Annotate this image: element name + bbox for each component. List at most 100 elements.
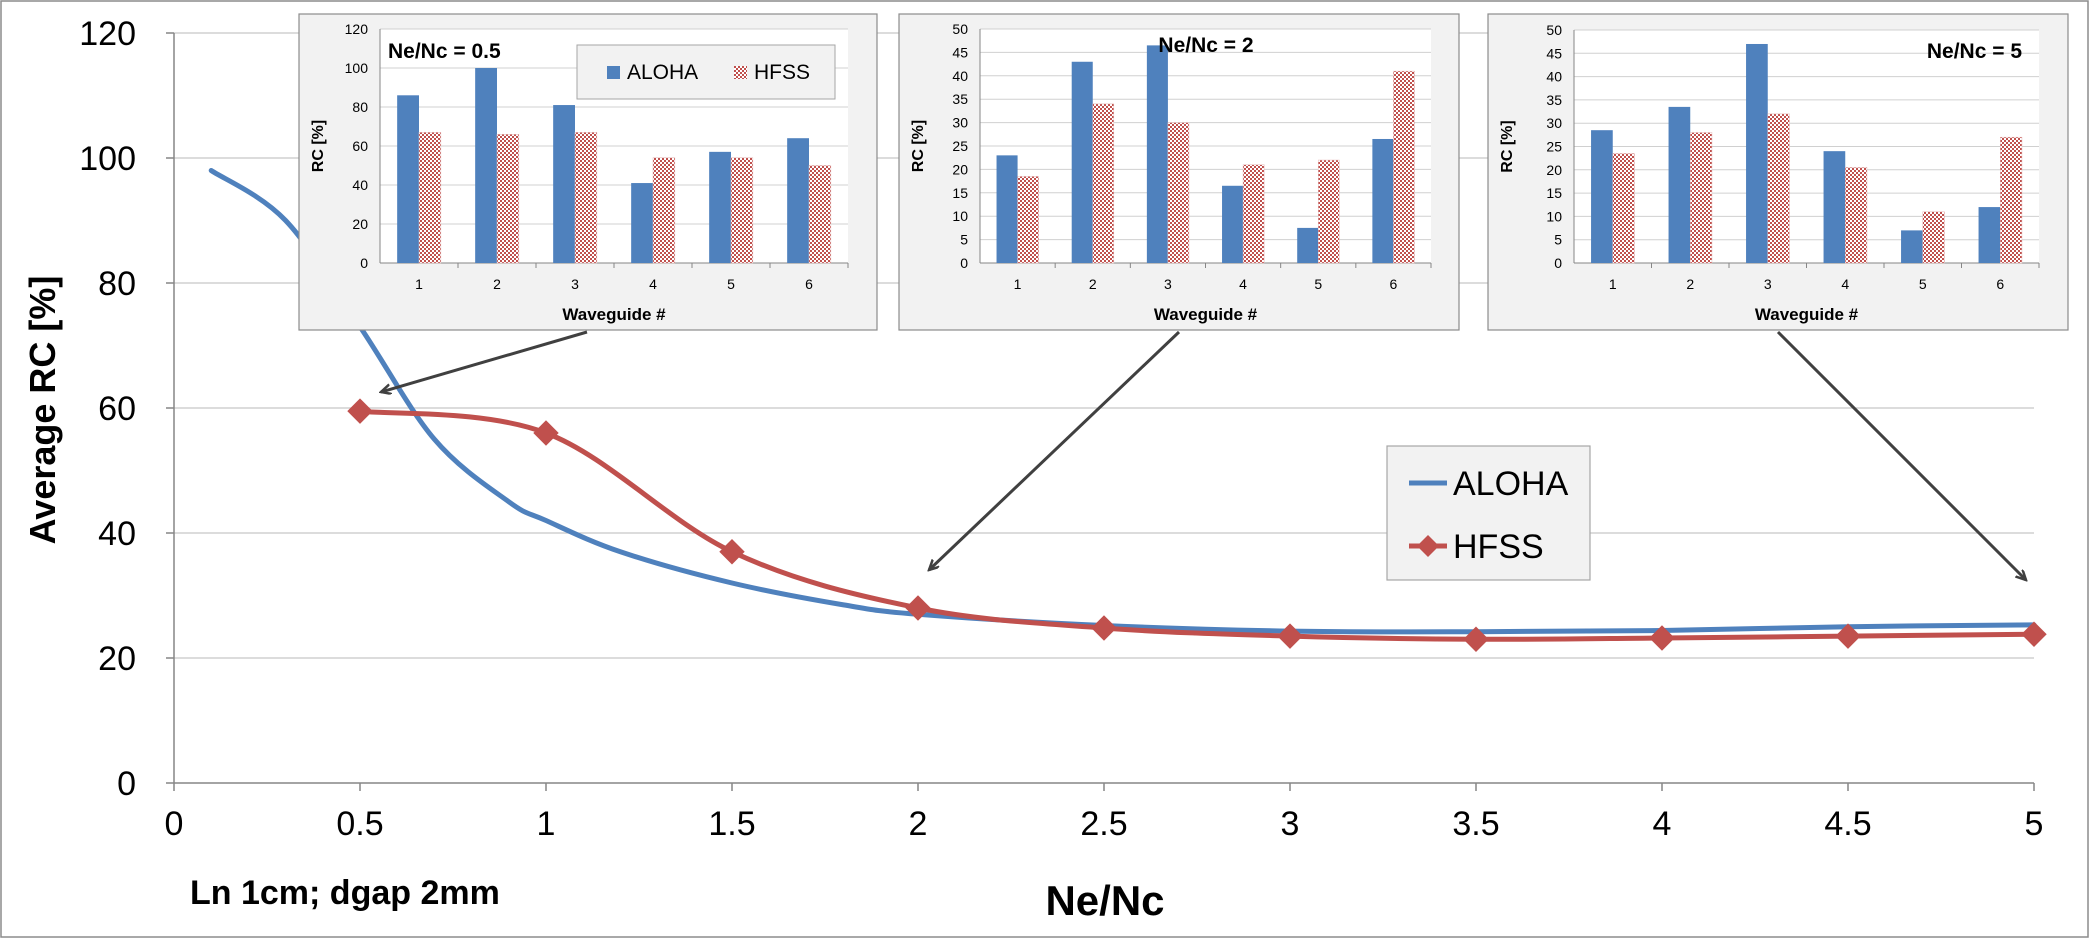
inset-bar-aloha (1978, 207, 2001, 263)
x-tick-label: 4.5 (1824, 805, 1871, 843)
inset-x-axis-title: Waveguide # (1154, 305, 1258, 324)
x-tick-label: 2.5 (1080, 805, 1127, 843)
inset-x-tick-label: 3 (1164, 276, 1172, 292)
inset-x-tick-label: 5 (727, 276, 735, 292)
inset-bar-aloha (1297, 227, 1319, 263)
inset-x-axis-title: Waveguide # (1755, 305, 1859, 324)
inset-bar-hfss (1690, 132, 1713, 264)
inset-legend-label-hfss: HFSS (754, 61, 810, 84)
legend-box (1386, 445, 1591, 581)
y-tick-label: 60 (98, 390, 136, 428)
inset-bar-hfss (1242, 164, 1265, 264)
inset-y-tick-label: 0 (360, 255, 368, 271)
inset-y-axis-title: RC [%] (1499, 120, 1516, 172)
inset-y-tick-label: 120 (345, 21, 369, 37)
inset-x-tick-label: 6 (805, 276, 813, 292)
inset-x-tick-label: 5 (1314, 276, 1322, 292)
inset-bar-hfss (1167, 122, 1190, 264)
inset-bar-hfss (652, 157, 676, 264)
inset-y-tick-label: 0 (1554, 255, 1562, 271)
callout-arrow (1776, 330, 2026, 580)
inset-x-axis-title: Waveguide # (562, 305, 666, 324)
inset-x-tick-label: 3 (1764, 276, 1772, 292)
inset-bar-hfss (1092, 103, 1115, 264)
inset-legend-swatch-aloha (607, 66, 620, 79)
x-tick-label: 0.5 (336, 805, 383, 843)
x-tick-label: 5 (2025, 805, 2044, 843)
inset-y-tick-label: 40 (352, 177, 368, 193)
inset-x-tick-label: 6 (1996, 276, 2004, 292)
inset-bar-aloha (1901, 230, 1923, 263)
data-point-hfss (905, 595, 931, 621)
inset-x-tick-label: 1 (1609, 276, 1617, 292)
x-tick-label: 3 (1281, 805, 1300, 843)
inset-y-tick-label: 0 (960, 255, 968, 271)
inset-y-tick-label: 10 (1546, 208, 1562, 224)
x-tick-label: 1.5 (708, 805, 755, 843)
inset-title: Ne/Nc = 5 (1927, 40, 2022, 63)
x-tick-label: 0 (165, 805, 184, 843)
inset-x-tick-label: 4 (1239, 276, 1247, 292)
inset-x-tick-label: 2 (493, 276, 501, 292)
data-point-hfss (1649, 625, 1675, 651)
data-point-hfss (347, 398, 373, 424)
inset-y-tick-label: 15 (1546, 185, 1562, 201)
data-point-hfss (1835, 623, 1861, 649)
inset-bar-aloha (1372, 138, 1394, 263)
y-tick-label: 40 (98, 515, 136, 553)
inset-bar-aloha (1746, 43, 1768, 264)
y-tick-label: 120 (79, 15, 136, 53)
callout-arrow (929, 330, 1181, 570)
series-line-aloha (208, 168, 2037, 635)
inset-y-tick-label: 10 (952, 208, 968, 224)
inset-title: Ne/Nc = 0.5 (388, 40, 501, 63)
inset-bar-aloha (1146, 45, 1168, 263)
inset-y-tick-label: 50 (1546, 22, 1562, 38)
arrows (381, 330, 2026, 580)
inset-bar-aloha (709, 151, 731, 263)
y-axis-title: Average RC [%] (22, 276, 63, 545)
inset-y-tick-label: 60 (352, 138, 368, 154)
inset-bar-aloha (787, 138, 809, 263)
inset-legend-label-aloha: ALOHA (627, 61, 698, 84)
inset-y-tick-label: 40 (1546, 69, 1562, 85)
inset-bar-aloha (631, 183, 653, 263)
data-point-hfss (719, 539, 745, 565)
inset-y-tick-label: 20 (352, 216, 368, 232)
inset-x-tick-label: 5 (1919, 276, 1927, 292)
chart-annotation: Ln 1cm; dgap 2mm (190, 874, 500, 912)
data-point-hfss (1091, 615, 1117, 641)
y-tick-label: 0 (117, 765, 136, 803)
data-point-hfss (1277, 623, 1303, 649)
inset-x-tick-label: 2 (1686, 276, 1694, 292)
inset-y-tick-label: 35 (1546, 92, 1562, 108)
inset-y-tick-label: 25 (1546, 139, 1562, 155)
inset-y-tick-label: 25 (952, 138, 968, 154)
x-tick-label: 1 (537, 805, 556, 843)
inset-y-tick-label: 30 (952, 115, 968, 131)
inset-bar-hfss (1318, 159, 1340, 264)
inset-bar-aloha (1823, 151, 1846, 263)
inset-bar-aloha (996, 155, 1018, 263)
inset-y-tick-label: 30 (1546, 115, 1562, 131)
x-tick-label: 3.5 (1452, 805, 1499, 843)
inset-y-tick-label: 35 (952, 91, 968, 107)
inset-y-axis-title: RC [%] (910, 120, 927, 172)
inset-x-tick-label: 1 (1014, 276, 1022, 292)
legend-marker-hfss (1417, 535, 1439, 557)
inset-y-tick-label: 5 (1554, 232, 1562, 248)
inset-bar-aloha (553, 105, 575, 263)
inset-bar-hfss (418, 132, 442, 264)
inset-bar-aloha (1222, 185, 1244, 263)
inset-x-tick-label: 3 (571, 276, 579, 292)
inset-bar-hfss (496, 134, 520, 264)
inset-y-axis-title: RC [%] (310, 120, 327, 172)
inset-x-tick-label: 2 (1089, 276, 1097, 292)
inset-y-tick-label: 15 (952, 185, 968, 201)
inset-bar-aloha (475, 68, 497, 263)
inset-bar-hfss (1922, 211, 1945, 264)
